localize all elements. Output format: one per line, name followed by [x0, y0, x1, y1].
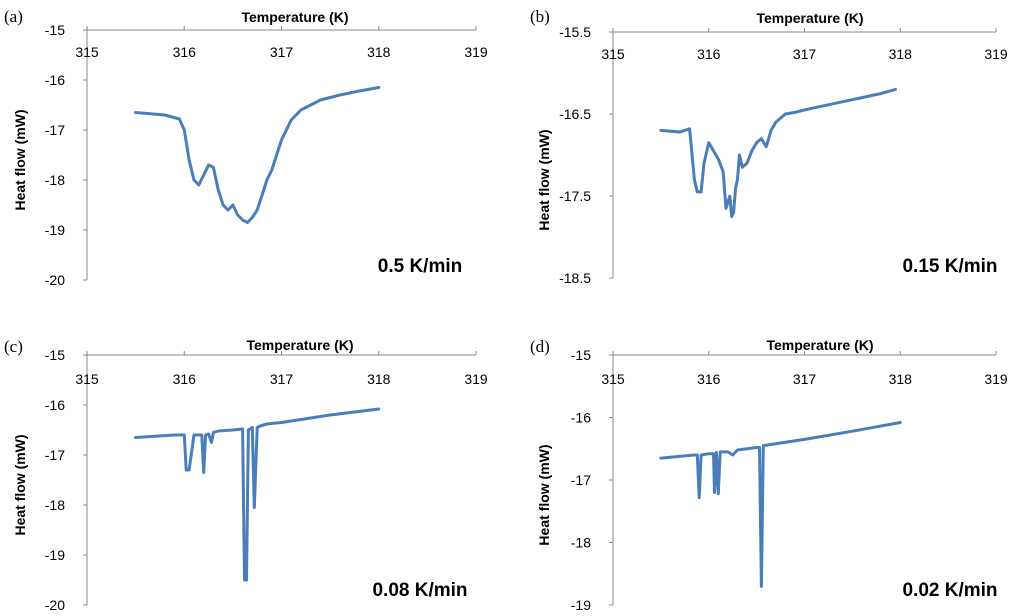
panel-label: (d): [530, 337, 550, 356]
x-tick-label: 315: [601, 46, 625, 62]
y-tick-label: -18.5: [559, 270, 591, 286]
y-tick-label: -15: [571, 347, 591, 363]
panel-label: (a): [4, 7, 23, 26]
x-tick-label: 319: [464, 44, 488, 60]
y-axis-title: Heat flow (mW): [536, 444, 552, 545]
y-axis-title: Heat flow (mW): [12, 109, 28, 210]
x-tick-label: 316: [697, 46, 721, 62]
y-tick-label: -19: [45, 547, 65, 563]
y-tick-label: -17: [571, 472, 591, 488]
y-tick-label: -15: [45, 347, 65, 363]
x-tick-label: 316: [173, 371, 197, 387]
panel-label: (c): [4, 337, 23, 356]
y-tick-label: -16.5: [559, 106, 591, 122]
y-tick-label: -18: [45, 497, 65, 513]
y-tick-label: -18: [571, 535, 591, 551]
x-tick-label: 319: [984, 46, 1008, 62]
y-tick-label: -16: [45, 397, 65, 413]
x-tick-label: 317: [793, 371, 817, 387]
y-tick-label: -20: [45, 597, 65, 613]
heat-flow-line: [134, 86, 381, 224]
x-tick-label: 319: [464, 371, 488, 387]
y-tick-label: -19: [571, 597, 591, 613]
y-tick-label: -16: [571, 410, 591, 426]
heat-flow-line: [659, 421, 902, 588]
x-tick-label: 315: [75, 371, 99, 387]
x-tick-label: 315: [75, 44, 99, 60]
x-tick-label: 316: [173, 44, 197, 60]
x-tick-label: 316: [697, 371, 721, 387]
y-tick-label: -16: [45, 72, 65, 88]
rate-label: 0.08 K/min: [372, 580, 467, 601]
y-tick-label: -15: [45, 22, 65, 38]
heat-flow-line: [134, 407, 381, 582]
x-tick-label: 317: [270, 371, 294, 387]
y-tick-label: -18: [45, 172, 65, 188]
x-tick-label: 317: [270, 44, 294, 60]
x-tick-label: 319: [984, 371, 1008, 387]
rate-label: 0.5 K/min: [378, 256, 462, 277]
x-axis-title: Temperature (K): [241, 9, 348, 25]
x-tick-label: 318: [889, 371, 913, 387]
x-tick-label: 315: [601, 371, 625, 387]
rate-label: 0.02 K/min: [902, 580, 997, 601]
heat-flow-line: [659, 87, 897, 218]
y-tick-label: -17.5: [559, 188, 591, 204]
x-axis-title: Temperature (K): [766, 337, 873, 353]
y-tick-label: -17: [45, 122, 65, 138]
y-tick-label: -20: [45, 272, 65, 288]
rate-label: 0.15 K/min: [902, 256, 997, 277]
y-tick-label: -17: [45, 447, 65, 463]
x-tick-label: 317: [793, 46, 817, 62]
y-axis-title: Heat flow (mW): [12, 434, 28, 535]
y-tick-label: -19: [45, 222, 65, 238]
x-tick-label: 318: [367, 44, 391, 60]
panel-label: (b): [530, 7, 550, 26]
x-tick-label: 318: [367, 371, 391, 387]
y-tick-label: -15.5: [559, 24, 591, 40]
x-tick-label: 318: [889, 46, 913, 62]
x-axis-title: Temperature (K): [756, 10, 863, 26]
y-axis-title: Heat flow (mW): [536, 129, 552, 230]
x-axis-title: Temperature (K): [246, 337, 353, 353]
